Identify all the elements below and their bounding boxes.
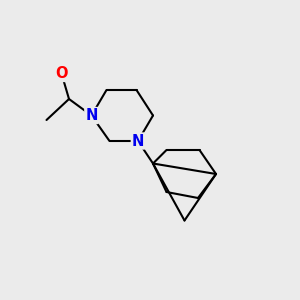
Text: N: N — [132, 134, 144, 148]
Text: O: O — [55, 66, 68, 81]
Text: N: N — [85, 108, 98, 123]
